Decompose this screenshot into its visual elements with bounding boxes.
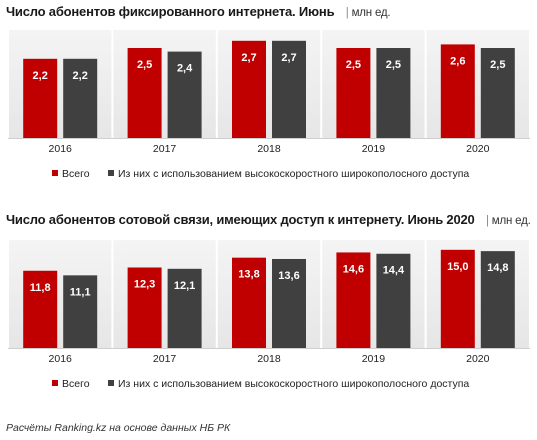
data-label: 11,1 bbox=[70, 286, 91, 298]
legend-swatch bbox=[108, 170, 114, 176]
bar-total-2016 bbox=[23, 270, 58, 348]
data-label: 12,1 bbox=[174, 280, 195, 292]
legend-label: Всего bbox=[62, 168, 90, 180]
chart-2-title-text: Число абонентов сотовой связи, имеющих д… bbox=[6, 212, 475, 227]
data-label: 2,7 bbox=[241, 52, 256, 64]
data-label: 13,8 bbox=[238, 269, 259, 281]
x-tick-label: 2020 bbox=[466, 353, 490, 365]
data-label: 2,5 bbox=[346, 59, 361, 71]
chart-1-title: Число абонентов фиксированного интернета… bbox=[6, 4, 391, 19]
data-label: 2,4 bbox=[177, 63, 193, 75]
data-label: 15,0 bbox=[447, 261, 468, 273]
data-label: 13,6 bbox=[278, 270, 299, 282]
legend-swatch bbox=[52, 380, 58, 386]
legend-swatch bbox=[108, 380, 114, 386]
legend-label: Из них с использованием высокоскоростног… bbox=[118, 168, 469, 180]
bars: 11,8 11,1 12,3 12,1 13,8 13,6 14,6 14,4 15,0 14,8 bbox=[23, 249, 515, 348]
data-label: 14,6 bbox=[343, 263, 364, 275]
data-label: 2,5 bbox=[386, 59, 401, 71]
chart-2-unit: | млн ед. bbox=[485, 215, 531, 227]
bar-broadband-2019 bbox=[376, 253, 411, 348]
legend: Всего Из них с использованием высокоскоро… bbox=[52, 168, 469, 180]
data-label: 14,8 bbox=[487, 262, 508, 274]
legend: Всего Из них с использованием высокоскоро… bbox=[52, 378, 469, 390]
legend-swatch bbox=[52, 170, 58, 176]
chart-2-title: Число абонентов сотовой связи, имеющих д… bbox=[6, 212, 531, 227]
chart-2: 11,8 11,1 12,3 12,1 13,8 13,6 14,6 14,4 15,0 14,8… bbox=[8, 240, 530, 390]
data-label: 12,3 bbox=[134, 278, 155, 290]
bar-total-2016 bbox=[23, 58, 58, 138]
chart-2-unit-text: млн ед. bbox=[491, 215, 531, 227]
bar-broadband-2018 bbox=[272, 258, 306, 348]
bar-broadband-2017 bbox=[167, 51, 202, 138]
bar-broadband-2019 bbox=[376, 48, 411, 138]
footnote: Расчёты Ranking.kz на основе данных НБ Р… bbox=[6, 422, 231, 434]
x-tick-label: 2016 bbox=[49, 353, 73, 365]
x-tick-label: 2018 bbox=[257, 143, 281, 155]
data-label: 2,2 bbox=[73, 70, 88, 82]
bar-broadband-2018 bbox=[272, 40, 306, 138]
data-label: 11,8 bbox=[30, 282, 51, 294]
bar-total-2019 bbox=[336, 252, 371, 348]
chart-1-title-text: Число абонентов фиксированного интернета… bbox=[6, 4, 335, 19]
data-label: 2,2 bbox=[33, 70, 48, 82]
x-tick-label: 2017 bbox=[153, 353, 177, 365]
bar-total-2017 bbox=[127, 48, 162, 138]
bar-total-2020 bbox=[440, 44, 475, 138]
x-tick-label: 2020 bbox=[466, 143, 490, 155]
bar-broadband-2016 bbox=[63, 58, 98, 138]
bars: 2,2 2,2 2,5 2,4 2,7 2,7 2,5 2,5 2,6 2,5 bbox=[23, 40, 515, 138]
legend-label: Всего bbox=[62, 378, 90, 390]
data-label: 2,5 bbox=[490, 59, 505, 71]
data-label: 14,4 bbox=[383, 265, 405, 277]
x-tick-label: 2018 bbox=[257, 353, 281, 365]
chart-1-unit: | млн ед. bbox=[345, 7, 391, 19]
data-label: 2,7 bbox=[281, 52, 296, 64]
chart-1-unit-text: млн ед. bbox=[351, 7, 391, 19]
bar-broadband-2020 bbox=[480, 48, 515, 138]
bar-total-2018 bbox=[232, 40, 266, 138]
data-label: 2,6 bbox=[450, 55, 465, 67]
x-tick-label: 2019 bbox=[362, 143, 386, 155]
legend-label: Из них с использованием высокоскоростног… bbox=[118, 378, 469, 390]
bar-broadband-2017 bbox=[167, 268, 202, 348]
x-tick-label: 2016 bbox=[49, 143, 73, 155]
data-label: 2,5 bbox=[137, 59, 152, 71]
bar-total-2020 bbox=[440, 249, 475, 348]
chart-1: 2,2 2,2 2,5 2,4 2,7 2,7 2,5 2,5 2,6 2,5 2016 2017 20… bbox=[8, 30, 530, 180]
bar-broadband-2020 bbox=[480, 251, 515, 348]
bar-broadband-2016 bbox=[63, 275, 98, 348]
x-tick-label: 2017 bbox=[153, 143, 177, 155]
x-tick-label: 2019 bbox=[362, 353, 386, 365]
bar-total-2019 bbox=[336, 48, 371, 138]
bar-total-2017 bbox=[127, 267, 162, 348]
bar-total-2018 bbox=[232, 257, 266, 348]
